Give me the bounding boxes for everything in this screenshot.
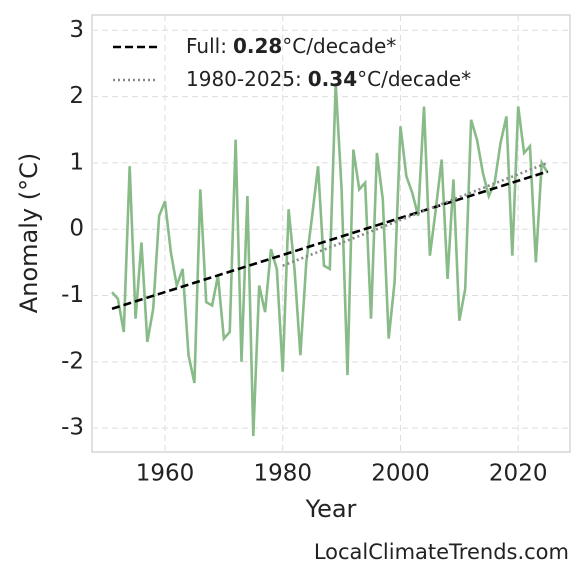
line xyxy=(111,170,549,311)
x-tick-label: 2000 xyxy=(371,461,430,487)
plot-frame xyxy=(91,14,571,453)
legend-name: Full: xyxy=(186,34,227,58)
legend-unit: °C/decade* xyxy=(282,34,396,58)
x-tick-label: 2020 xyxy=(489,461,548,487)
legend-unit: °C/decade* xyxy=(357,67,471,91)
legend-name: 1980-2025: xyxy=(186,67,302,91)
legend-label: 1980-2025: 0.34°C/decade* xyxy=(186,67,471,91)
x-tick-label: 1960 xyxy=(136,461,195,487)
legend-label: Full: 0.28°C/decade* xyxy=(186,34,396,58)
x-axis-label: Year xyxy=(305,495,357,523)
y-tick-label: -3 xyxy=(61,415,84,441)
y-tick-label: 3 xyxy=(69,17,84,43)
y-tick-label: 1 xyxy=(69,149,84,175)
y-axis-label: Anomaly (°C) xyxy=(15,153,43,313)
legend-rate: 0.28 xyxy=(233,34,282,58)
y-tick-label: -2 xyxy=(61,348,84,374)
y-tick-label: -1 xyxy=(61,282,84,308)
line xyxy=(111,83,549,437)
y-tick-label: 0 xyxy=(69,216,84,242)
watermark: LocalClimateTrends.com xyxy=(314,540,569,564)
x-tick-label: 1980 xyxy=(253,461,312,487)
line xyxy=(282,161,549,267)
y-tick-label: 2 xyxy=(69,83,84,109)
legend-rate: 0.34 xyxy=(308,67,357,91)
